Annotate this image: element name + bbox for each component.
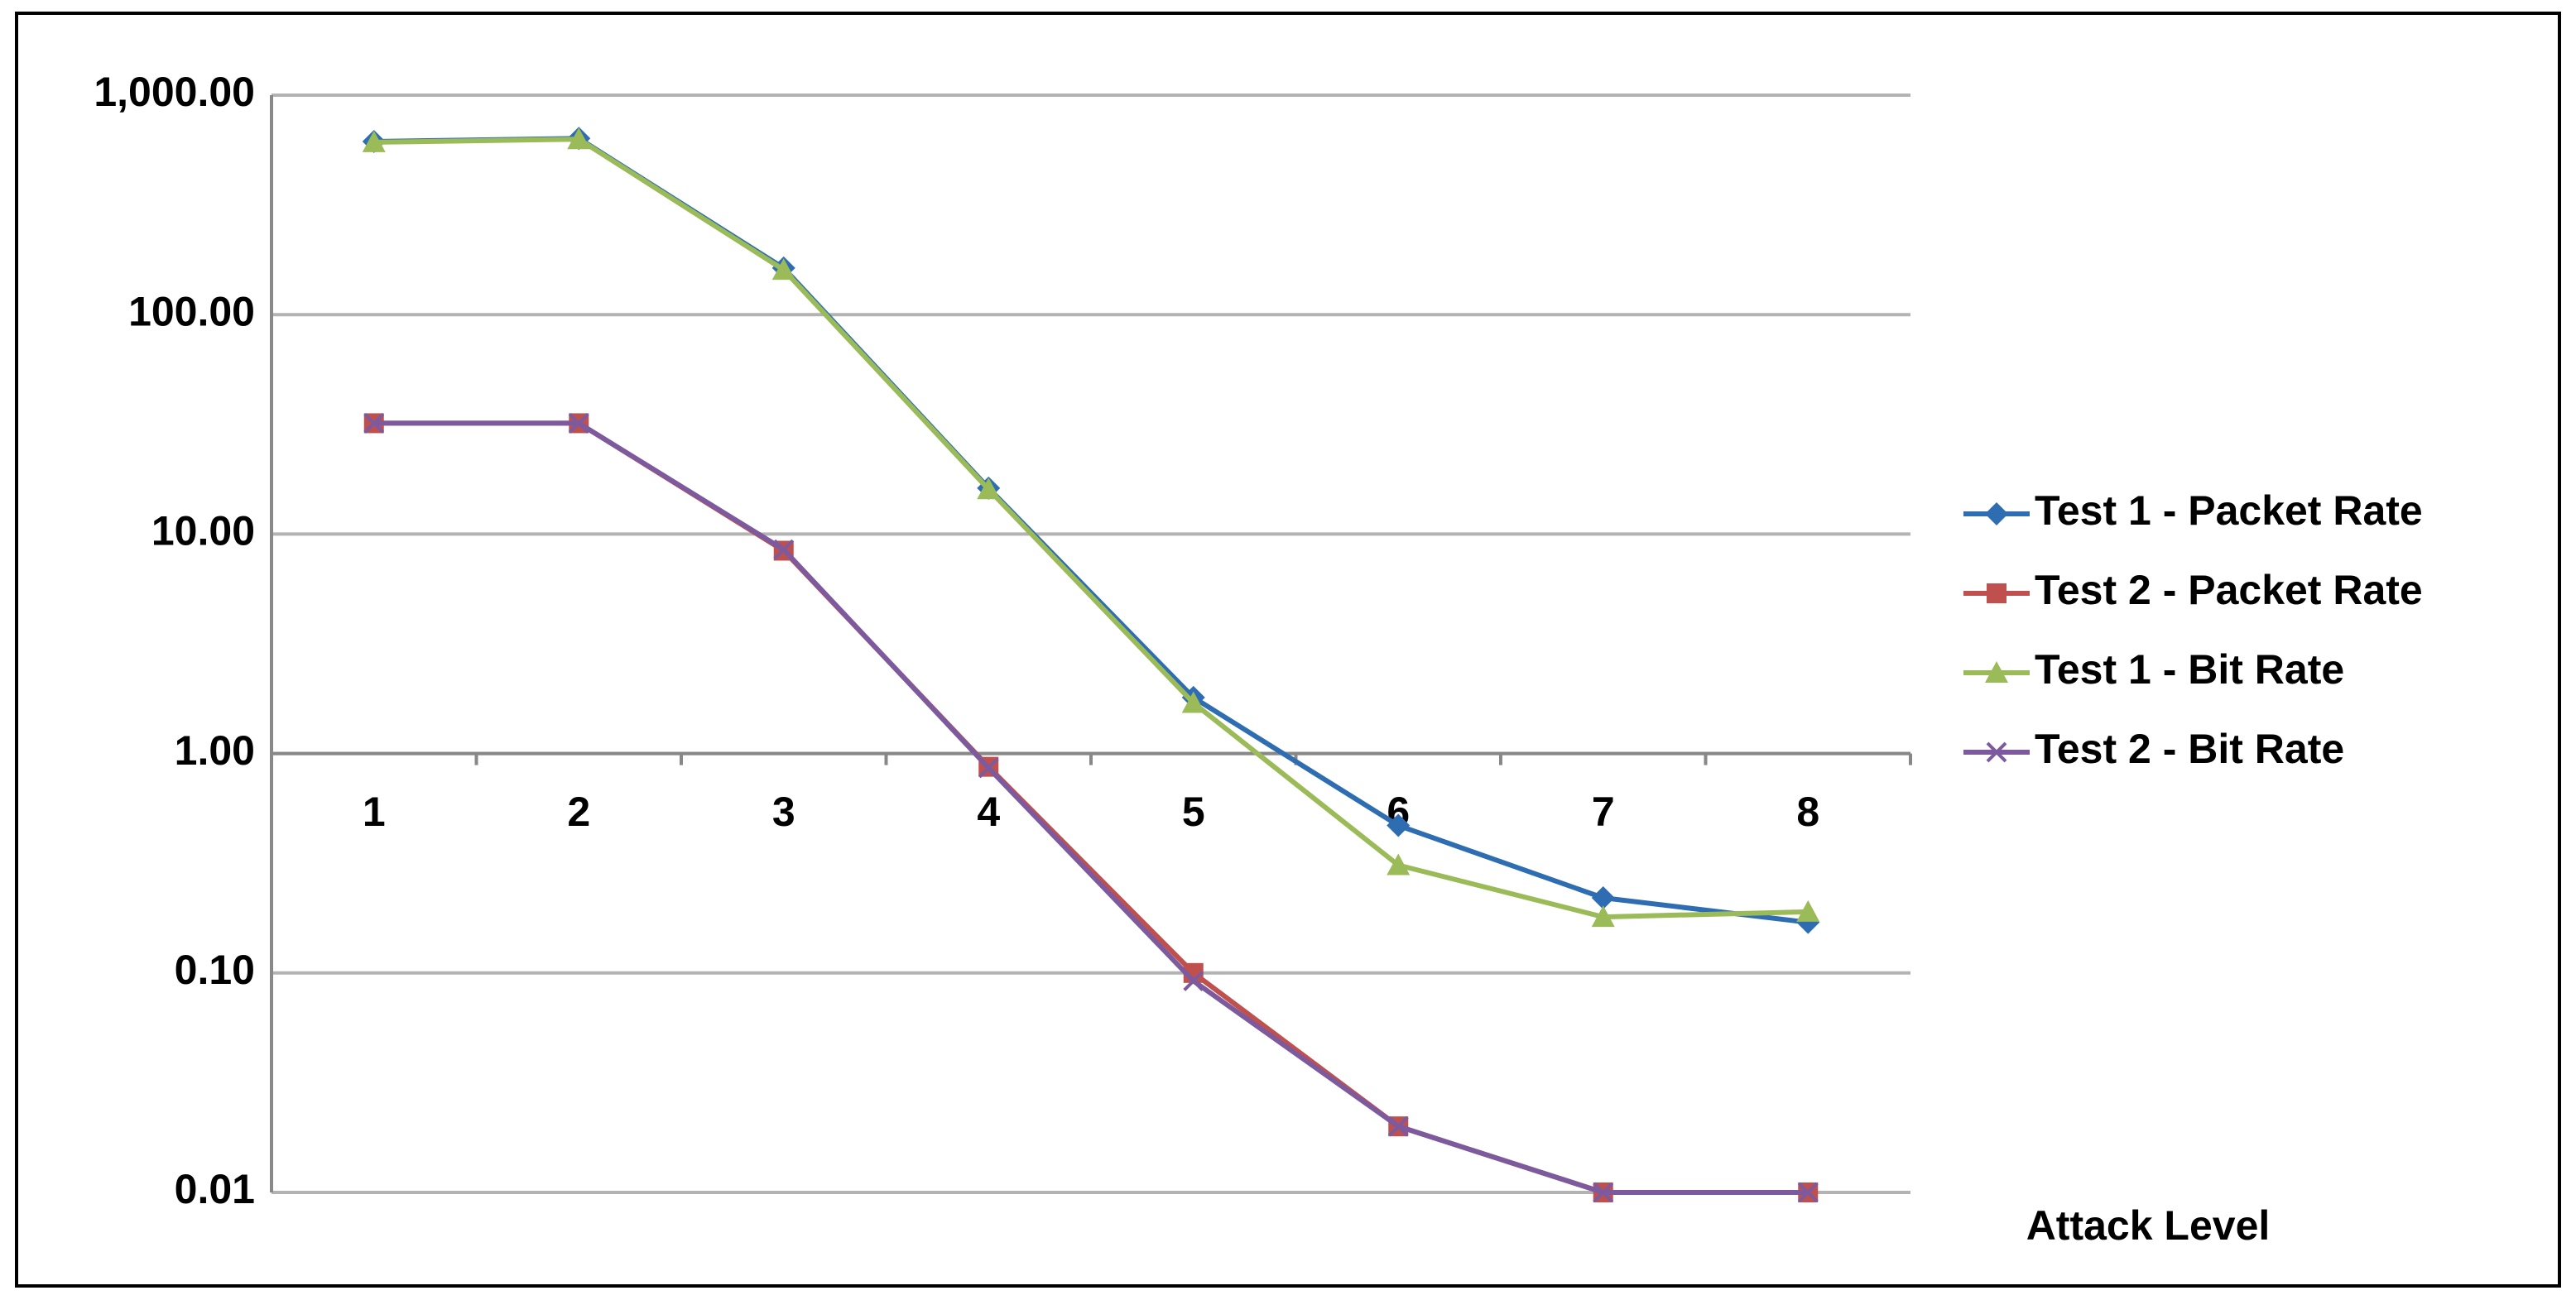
y-tick-label: 1,000.00 — [94, 69, 255, 115]
data-point — [1387, 1115, 1409, 1137]
y-tick-label: 10.00 — [151, 508, 255, 554]
x-tick-label: 5 — [1182, 789, 1205, 835]
y-tick-label: 0.10 — [175, 947, 255, 993]
data-point — [773, 539, 795, 560]
data-point — [1591, 905, 1615, 928]
y-tick-label: 100.00 — [128, 288, 255, 334]
x-tick-label: 1 — [363, 789, 386, 835]
legend-label: Test 2 - Bit Rate — [2035, 726, 2344, 772]
data-point — [1796, 899, 1820, 922]
chart-border — [15, 12, 2561, 1288]
data-point — [1593, 1182, 1614, 1203]
legend-marker — [1985, 502, 2008, 525]
y-tick-label: 1.00 — [175, 727, 255, 774]
data-point — [978, 757, 999, 779]
legend-marker — [1985, 661, 2008, 683]
data-point — [568, 413, 589, 434]
data-point — [567, 127, 591, 150]
series-line — [373, 137, 1809, 920]
y-tick-label: 0.01 — [175, 1166, 255, 1212]
data-point — [977, 477, 1001, 500]
x-tick-label: 4 — [977, 789, 1000, 835]
data-point — [1797, 1182, 1819, 1203]
data-point — [1183, 970, 1204, 991]
series-line — [373, 420, 1809, 1195]
legend-label: Test 1 - Bit Rate — [2035, 646, 2344, 693]
x-tick-label: 7 — [1592, 789, 1615, 835]
data-point — [1591, 885, 1615, 909]
data-point — [363, 413, 385, 434]
legend-label: Test 2 - Packet Rate — [2035, 567, 2423, 613]
data-point — [362, 130, 386, 152]
x-tick-label: 8 — [1796, 789, 1819, 835]
legend-label: Test 1 - Packet Rate — [2035, 487, 2423, 534]
legend-marker — [1987, 583, 2006, 603]
x-axis-label: Attack Level — [2026, 1202, 2271, 1249]
data-point — [1181, 691, 1205, 713]
legend-marker — [1986, 741, 2007, 763]
data-point — [1387, 813, 1411, 837]
x-tick-label: 3 — [772, 789, 795, 835]
data-point — [771, 258, 795, 281]
data-point — [1387, 853, 1411, 875]
x-tick-label: 2 — [567, 789, 590, 835]
